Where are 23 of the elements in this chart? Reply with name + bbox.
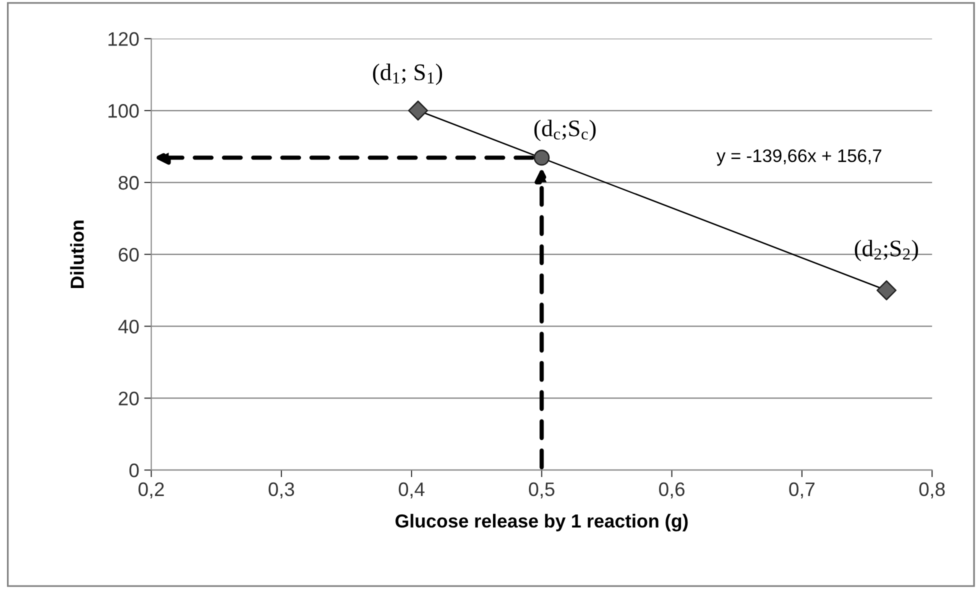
- point: [408, 100, 428, 121]
- point: [534, 150, 550, 166]
- x-tick-label: 0,6: [659, 482, 684, 498]
- y-axis-title: Dilution: [70, 220, 84, 288]
- y-tick-label: 60: [118, 248, 139, 262]
- y-tick-label: 120: [108, 32, 139, 46]
- y-tick-label: 80: [118, 176, 139, 190]
- x-tick-label: 0,4: [398, 482, 424, 498]
- x-tick-label: 0,3: [268, 482, 294, 498]
- x-axis-title: Glucose release by 1 reaction (g): [396, 514, 688, 532]
- y-tick-label: 20: [118, 392, 139, 406]
- annotation: (d$_{1}$; S$_{1}$): [373, 64, 442, 86]
- annotation: (d$_{c}$;S$_{c}$): [534, 120, 596, 142]
- annotation: (d$_{2}$;S$_{2}$): [854, 240, 918, 262]
- y-tick-label: 100: [108, 104, 139, 118]
- x-tick-label: 0,7: [789, 482, 814, 498]
- y-tick-label: 40: [118, 320, 139, 334]
- x-tick-label: 0,8: [919, 482, 945, 498]
- point: [876, 280, 897, 300]
- annotation: y = -139,66x + 156,7: [716, 149, 882, 166]
- y-tick-label: 0: [129, 464, 139, 478]
- x-tick-label: 0,2: [138, 482, 164, 498]
- x-tick-label: 0,5: [528, 482, 554, 498]
